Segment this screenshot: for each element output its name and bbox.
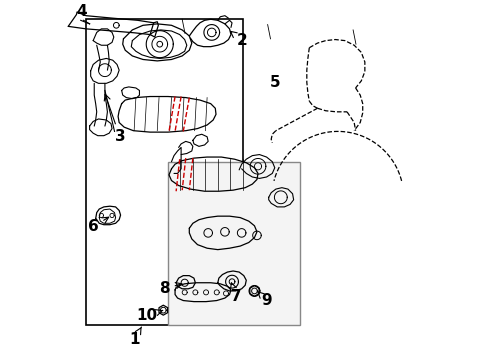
Bar — [167, 162, 299, 325]
Text: 1: 1 — [129, 327, 141, 347]
Text: 9: 9 — [257, 292, 272, 308]
Text: 8: 8 — [159, 281, 182, 296]
Text: 3: 3 — [104, 94, 125, 144]
Text: 2: 2 — [230, 31, 247, 48]
Text: 4: 4 — [76, 4, 86, 19]
Text: 10: 10 — [136, 309, 163, 323]
Text: 5: 5 — [269, 76, 280, 90]
Text: 7: 7 — [230, 283, 241, 305]
Bar — [86, 19, 242, 325]
Text: 6: 6 — [88, 217, 108, 234]
